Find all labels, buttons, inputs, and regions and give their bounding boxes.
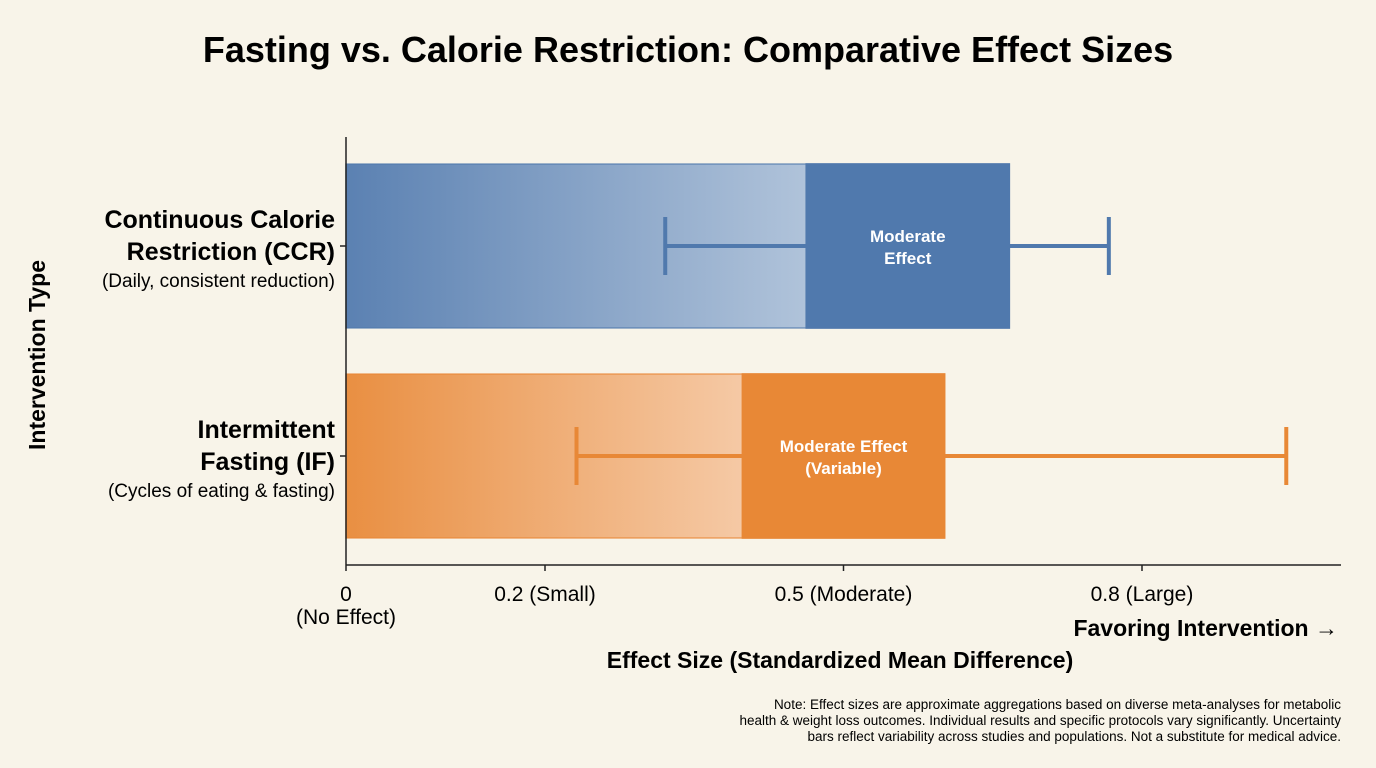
- y-axis-title: Intervention Type: [24, 260, 50, 450]
- bar-label-2-line-1: Moderate Effect: [780, 437, 908, 456]
- category-label-2-line-2: Fasting (IF): [200, 448, 335, 476]
- x-tick-sublabel-1: (No Effect): [296, 606, 396, 629]
- footnote: Note: Effect sizes are approximate aggre…: [739, 697, 1341, 744]
- note-line-1: Note: Effect sizes are approximate aggre…: [774, 697, 1341, 712]
- x-tick-label-2: 0.2 (Small): [494, 583, 596, 606]
- note-line-3: bars reflect variability across studies …: [807, 729, 1341, 744]
- bar-label-1-line-2: Effect: [884, 249, 932, 268]
- bar-2: [741, 373, 946, 539]
- category-label-1-line-2: Restriction (CCR): [127, 238, 335, 266]
- x-tick-label-4: 0.8 (Large): [1091, 583, 1194, 606]
- category-labels: Continuous Calorie Restriction (CCR) (Dail…: [102, 206, 336, 502]
- direction-label: Favoring Intervention →: [1073, 615, 1338, 641]
- chart-title: Fasting vs. Calorie Restriction: Compara…: [203, 29, 1173, 70]
- bar-label-1-line-1: Moderate: [870, 227, 946, 246]
- bar-label-2-line-2: (Variable): [805, 459, 882, 478]
- category-label-1-line-1: Continuous Calorie: [104, 206, 335, 234]
- tick-labels: 0(No Effect) 0.2 (Small) 0.5 (Moderate) 0.8…: [296, 583, 1193, 629]
- category-label-2-line-1: Intermittent: [198, 416, 336, 444]
- x-tick-label-1: 0: [340, 583, 352, 606]
- category-sublabel-1: (Daily, consistent reduction): [102, 271, 335, 292]
- bar-1: [805, 163, 1011, 329]
- x-axis-title: Effect Size (Standardized Mean Differenc…: [607, 647, 1074, 673]
- axes-layer: [340, 137, 1341, 571]
- bars-layer: Moderate Effect Moderate Effect (Variable): [345, 163, 1289, 539]
- category-sublabel-2: (Cycles of eating & fasting): [108, 481, 335, 502]
- note-line-2: health & weight loss outcomes. Individua…: [739, 713, 1341, 728]
- x-tick-label-3: 0.5 (Moderate): [775, 583, 913, 606]
